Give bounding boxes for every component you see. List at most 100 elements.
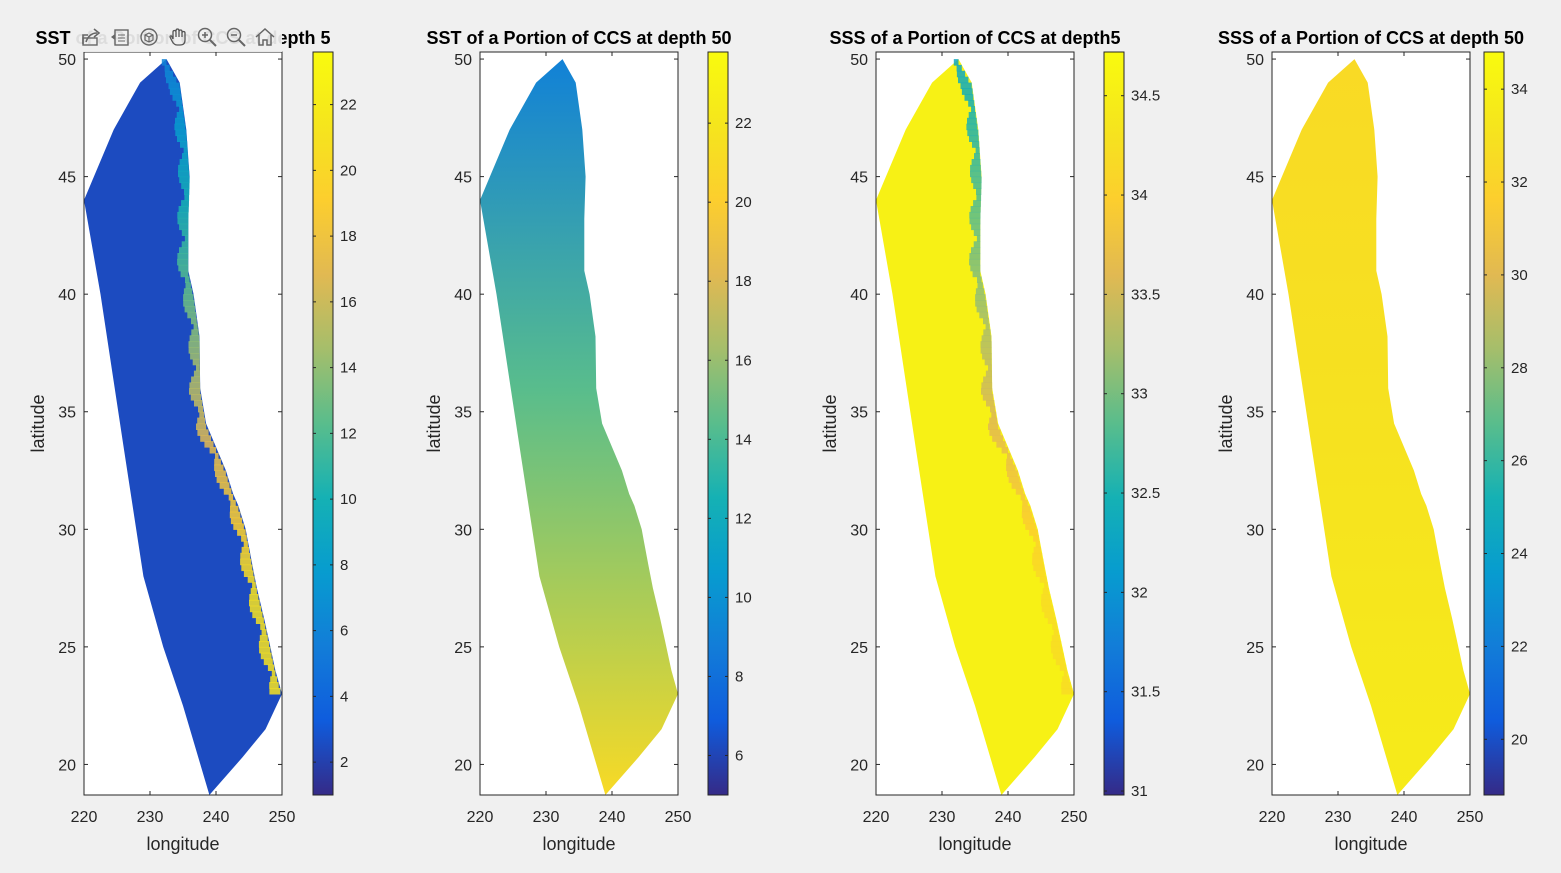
y-tick-label: 35 <box>1246 405 1264 422</box>
colorbar-tick-label: 20 <box>340 162 357 179</box>
y-tick-label: 25 <box>850 640 868 657</box>
x-tick-label: 240 <box>1391 809 1418 826</box>
x-axis-label: longitude <box>542 834 615 854</box>
colorbar-tick-label: 14 <box>340 360 357 377</box>
axes-frame-2 <box>479 51 679 796</box>
x-tick-label: 220 <box>863 809 890 826</box>
y-tick-label: 35 <box>454 405 472 422</box>
home-icon[interactable] <box>252 24 278 50</box>
colorbar-tick-label: 16 <box>340 294 357 311</box>
colorbar-tick-label: 34 <box>1131 187 1148 204</box>
colorbar-tick-label: 18 <box>735 273 752 290</box>
field-1 <box>84 59 282 796</box>
y-tick-label: 30 <box>1246 522 1264 539</box>
pan-hand-icon[interactable] <box>165 24 191 50</box>
colorbar-tick-label: 22 <box>735 115 752 132</box>
colorbar-tick-label: 28 <box>1511 360 1528 377</box>
x-axis-label: longitude <box>938 834 1011 854</box>
y-axis-label: latitude <box>1216 394 1236 452</box>
y-tick-label: 45 <box>58 170 76 187</box>
colorbar-3 <box>1103 51 1125 796</box>
y-tick-label: 25 <box>1246 640 1264 657</box>
x-tick-label: 230 <box>1325 809 1352 826</box>
brush-icon[interactable] <box>107 24 133 50</box>
x-tick-label: 230 <box>137 809 164 826</box>
y-tick-label: 45 <box>1246 170 1264 187</box>
x-tick-label: 220 <box>1259 809 1286 826</box>
y-tick-label: 50 <box>454 52 472 69</box>
colorbar-tick-label: 10 <box>340 491 357 508</box>
colorbar-tick-label: 6 <box>735 747 743 764</box>
y-tick-label: 25 <box>454 640 472 657</box>
x-axis-label: longitude <box>146 834 219 854</box>
y-axis-label: latitude <box>28 394 48 452</box>
colorbar-tick-label: 8 <box>340 557 348 574</box>
coastal-band-1 <box>161 59 281 695</box>
y-tick-label: 40 <box>1246 287 1264 304</box>
coastal-band-3 <box>953 59 1073 695</box>
colorbar-tick-label: 6 <box>340 623 348 640</box>
chart-title: SSS of a Portion of CCS at depth 50 <box>1218 28 1524 48</box>
colorbar-tick-label: 32 <box>1511 174 1528 191</box>
y-tick-label: 20 <box>58 757 76 774</box>
axes-frame-1 <box>83 51 283 796</box>
export-icon[interactable] <box>78 24 104 50</box>
zoom-in-icon[interactable] <box>194 24 220 50</box>
colorbar-tick-label: 31 <box>1131 783 1148 800</box>
colorbar-tick-label: 4 <box>340 688 348 705</box>
colorbar-tick-label: 2 <box>340 754 348 771</box>
zoom-out-icon[interactable] <box>223 24 249 50</box>
colorbar-tick-label: 30 <box>1511 267 1528 284</box>
field-4 <box>1272 59 1470 796</box>
colorbar-tick-label: 8 <box>735 668 743 685</box>
axes-frame-4 <box>1271 51 1471 796</box>
colorbar-tick-label: 10 <box>735 589 752 606</box>
colorbar-4 <box>1483 51 1505 796</box>
colorbar-tick-label: 14 <box>735 431 752 448</box>
colorbar-tick-label: 33.5 <box>1131 286 1160 303</box>
y-axis-label: latitude <box>820 394 840 452</box>
chart-title: SST of a Portion of CCS at depth 50 <box>426 28 731 48</box>
x-tick-label: 230 <box>533 809 560 826</box>
colorbar-tick-label: 12 <box>735 510 752 527</box>
colorbar-tick-label: 26 <box>1511 453 1528 470</box>
y-tick-label: 40 <box>454 287 472 304</box>
rotate-3d-icon[interactable] <box>136 24 162 50</box>
y-tick-label: 40 <box>850 287 868 304</box>
field-2 <box>480 59 678 796</box>
colorbar-tick-label: 22 <box>1511 638 1528 655</box>
colorbar-tick-label: 20 <box>735 194 752 211</box>
x-tick-label: 230 <box>929 809 956 826</box>
x-tick-label: 250 <box>1457 809 1484 826</box>
y-tick-label: 20 <box>454 757 472 774</box>
x-tick-label: 240 <box>599 809 626 826</box>
colorbar-1 <box>312 51 334 796</box>
x-axis-label: longitude <box>1334 834 1407 854</box>
colorbar-tick-label: 33 <box>1131 386 1148 403</box>
x-tick-label: 250 <box>1061 809 1088 826</box>
colorbar-tick-label: 24 <box>1511 546 1528 563</box>
x-tick-label: 220 <box>71 809 98 826</box>
x-tick-label: 250 <box>269 809 296 826</box>
y-tick-label: 25 <box>58 640 76 657</box>
colorbar-tick-label: 18 <box>340 228 357 245</box>
y-axis-label: latitude <box>424 394 444 452</box>
x-tick-label: 220 <box>467 809 494 826</box>
y-tick-label: 35 <box>58 405 76 422</box>
colorbar-tick-label: 22 <box>340 97 357 114</box>
colorbar-tick-label: 34 <box>1511 81 1528 98</box>
colorbar-tick-label: 20 <box>1511 731 1528 748</box>
x-tick-label: 250 <box>665 809 692 826</box>
axes-frame-3 <box>875 51 1075 796</box>
x-tick-label: 240 <box>203 809 230 826</box>
y-tick-label: 40 <box>58 287 76 304</box>
y-tick-label: 50 <box>850 52 868 69</box>
y-tick-label: 20 <box>850 757 868 774</box>
colorbar-tick-label: 32 <box>1131 584 1148 601</box>
y-tick-label: 45 <box>850 170 868 187</box>
colorbar-tick-label: 31.5 <box>1131 684 1160 701</box>
y-tick-label: 50 <box>1246 52 1264 69</box>
colorbar-tick-label: 32.5 <box>1131 485 1160 502</box>
colorbar-tick-label: 12 <box>340 425 357 442</box>
